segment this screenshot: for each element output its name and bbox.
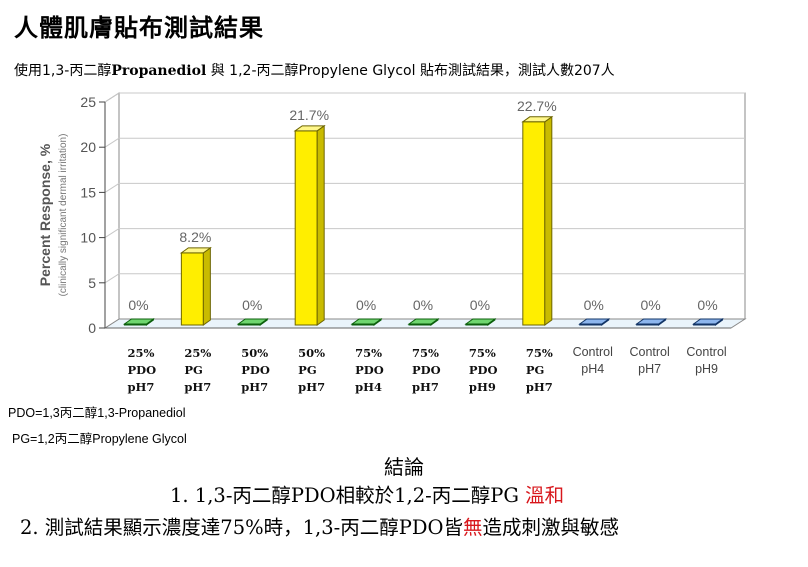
y-tick-label: 20 [80, 139, 96, 155]
conclusion-line-1-highlight: 溫和 [525, 484, 565, 507]
subtitle-prefix: 使用1,3-丙二醇 [14, 63, 112, 79]
y-tick-label: 10 [80, 230, 96, 246]
x-tick-label: pH7 [638, 362, 661, 376]
conclusion-line-1: 1. 1,3-丙二醇PDO相較於1,2-丙二醇PG 溫和 [170, 479, 564, 508]
x-tick-label: PG [298, 363, 316, 377]
x-tick-label: pH7 [241, 380, 268, 394]
x-tick-label: PDO [127, 363, 156, 377]
x-tick-label: PG [526, 363, 544, 377]
bar-chart: 0 5 10 15 20 25 Percent Response, % (clinically… [37, 92, 747, 394]
conclusion-heading: 結論 [384, 455, 424, 479]
chart-bars [122, 115, 725, 326]
subtitle-bold: Propanediol [111, 63, 207, 79]
conclusion-line-2: 2. 測試結果顯示濃度達75%時，1,3-丙二醇PDO皆無造成刺激與敏感 [20, 511, 619, 540]
data-label: 0% [356, 297, 376, 313]
data-label: 0% [470, 297, 490, 313]
chart-side-wall [104, 92, 120, 329]
chart-axes [99, 101, 731, 329]
data-label: 0% [584, 297, 604, 313]
data-label: 0% [641, 297, 661, 313]
bar-side [202, 246, 211, 326]
x-tick-label: PDO [412, 363, 441, 377]
bar [180, 252, 204, 326]
bar-side [544, 115, 553, 326]
bar-top [179, 247, 212, 254]
x-tick-label: Control [686, 345, 726, 359]
x-tick-label: pH9 [469, 380, 496, 394]
page-subtitle: 使用1,3-丙二醇Propanediol 與 1,2-丙二醇Propylene … [14, 60, 615, 80]
x-tick-label: 50% [298, 346, 325, 360]
y-axis-label: Percent Response, % [37, 143, 53, 286]
gridline-side [104, 137, 120, 148]
x-tick-label: 75% [469, 346, 496, 360]
x-tick-label: PG [184, 363, 202, 377]
x-tick-label: 75% [355, 346, 382, 360]
bar [294, 130, 318, 326]
x-tick-label: pH7 [298, 380, 325, 394]
x-tick-label: PDO [241, 363, 270, 377]
y-tick-label: 0 [88, 320, 96, 336]
legend-pg-definition: PG=1,2丙二醇Propylene Glycol [12, 432, 187, 446]
conclusion-line-2-text: 2. 測試結果顯示濃度達75%時，1,3-丙二醇PDO皆 [20, 516, 463, 539]
x-tick-label: pH7 [184, 380, 211, 394]
y-tick-label: 15 [80, 184, 96, 200]
bar-side [316, 124, 325, 326]
data-label: 21.7% [289, 107, 329, 123]
data-label: 0% [697, 297, 717, 313]
conclusion-line-2-highlight: 無 [463, 516, 483, 539]
data-label: 0% [128, 297, 148, 313]
data-label: 0% [413, 297, 433, 313]
bar-top [464, 318, 497, 325]
x-tick-label: pH7 [412, 380, 439, 394]
x-tick-label: Control [629, 345, 669, 359]
y-axis-sublabel: (clinically significant dermal irritatio… [58, 134, 69, 297]
bar-top [635, 318, 668, 325]
chart-labels: 0 5 10 15 20 25 Percent Response, % (clinically… [37, 94, 727, 394]
page-title: 人體肌膚貼布測試結果 [14, 14, 264, 42]
x-tick-label: PDO [355, 363, 384, 377]
gridline-side [104, 228, 120, 239]
x-tick-label: PDO [469, 363, 498, 377]
data-label: 22.7% [517, 98, 557, 114]
x-tick-label: 75% [526, 346, 553, 360]
gridline-side [104, 182, 120, 193]
x-tick-label: pH4 [355, 380, 382, 394]
bar-top [521, 116, 554, 123]
chart-back-wall [118, 92, 746, 320]
x-tick-label: pH9 [695, 362, 718, 376]
gridline-side [104, 273, 120, 284]
data-label: 8.2% [179, 229, 211, 245]
bar-top [350, 318, 383, 325]
x-tick-label: 50% [241, 346, 268, 360]
x-tick-label: pH7 [127, 380, 154, 394]
bar-top [691, 318, 725, 325]
data-label: 0% [242, 297, 262, 313]
x-tick-label: 25% [127, 346, 154, 360]
bar-top [407, 318, 440, 325]
x-tick-label: 25% [184, 346, 211, 360]
x-tick-label: Control [573, 345, 613, 359]
conclusion-line-1-text: 1. 1,3-丙二醇PDO相較於1,2-丙二醇PG [170, 484, 526, 507]
bar-top [122, 318, 156, 325]
x-tick-label: pH7 [526, 380, 553, 394]
y-tick-label: 25 [80, 94, 96, 110]
bar-top [578, 318, 611, 325]
y-tick-label: 5 [88, 275, 96, 291]
subtitle-suffix: 與 1,2-丙二醇Propylene Glycol 貼布測試結果，測試人數207… [206, 63, 615, 79]
conclusion-line-2-tail: 造成刺激與敏感 [482, 516, 620, 539]
gridline-side [104, 92, 120, 103]
bar [522, 121, 546, 326]
legend-pdo-definition: PDO=1,3丙二醇1,3-Propanediol [8, 406, 186, 420]
x-tick-label: 75% [412, 346, 439, 360]
bar-top [236, 318, 269, 325]
x-tick-label: pH4 [581, 362, 604, 376]
bar-top [293, 125, 326, 132]
